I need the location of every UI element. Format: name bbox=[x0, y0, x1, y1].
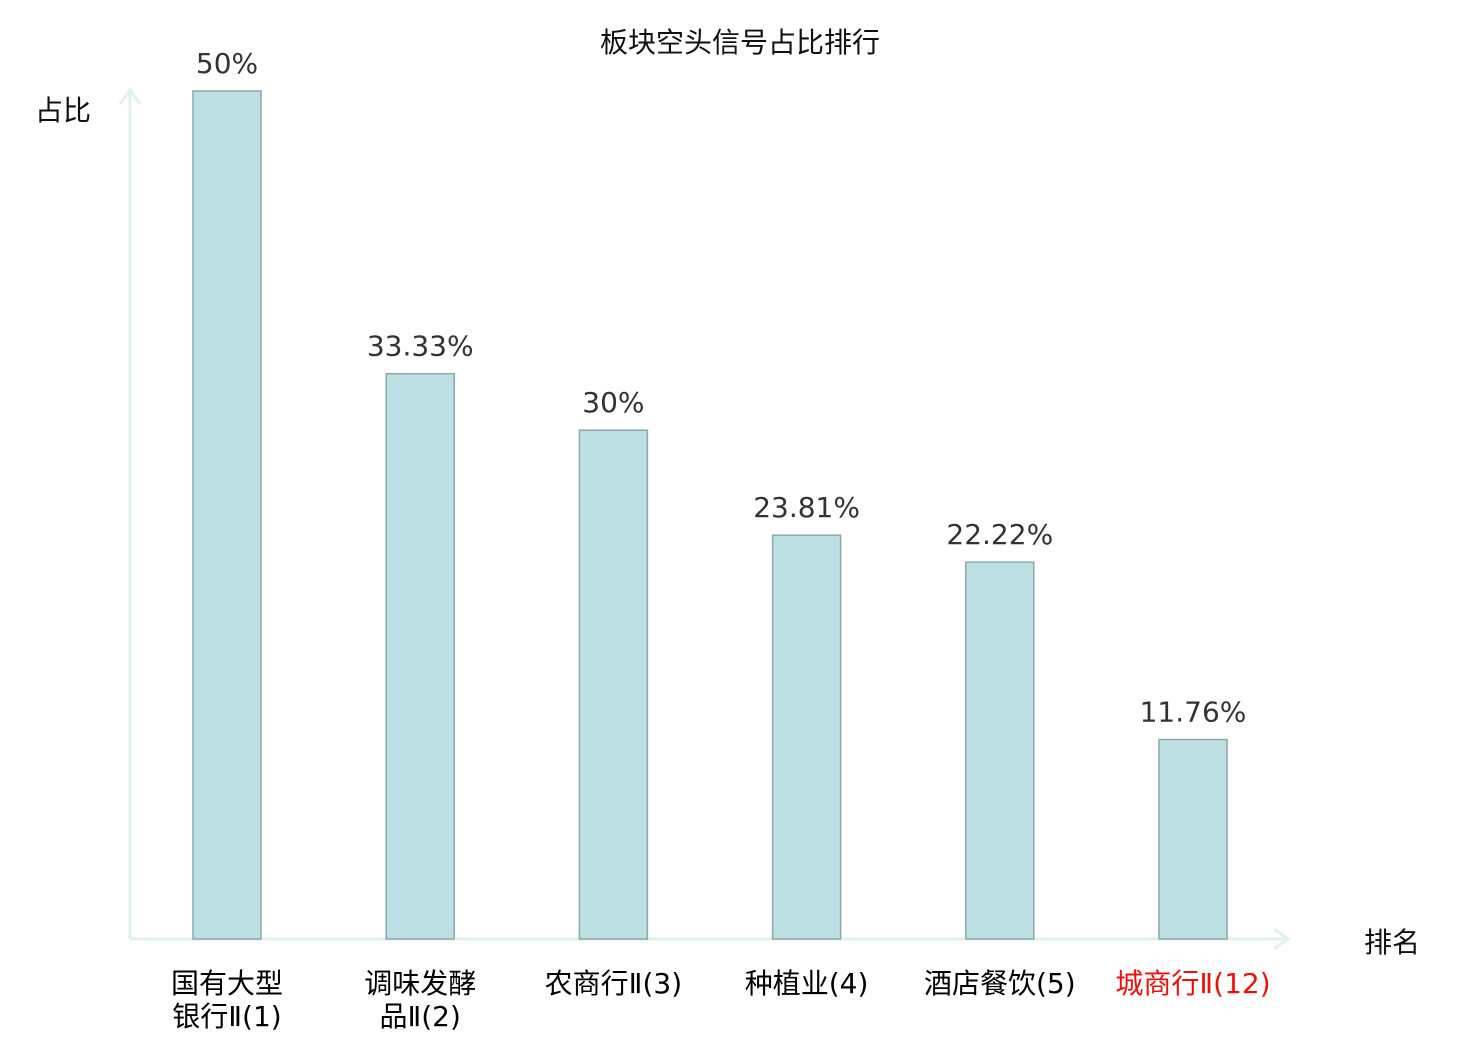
x-tick-label: 种植业(4) bbox=[745, 967, 869, 1000]
x-tick-label-line: 城商行Ⅱ(12) bbox=[1115, 967, 1270, 1000]
axes bbox=[118, 87, 1291, 951]
data-label: 30% bbox=[582, 386, 644, 419]
data-label: 33.33% bbox=[367, 330, 474, 363]
y-axis-label: 占比 bbox=[35, 94, 91, 127]
x-tick-label: 调味发酵品Ⅱ(2) bbox=[364, 967, 476, 1033]
x-tick-label: 酒店餐饮(5) bbox=[924, 967, 1076, 1000]
chart-title: 板块空头信号占比排行 bbox=[600, 26, 880, 59]
x-tick-label-line: 农商行Ⅱ(3) bbox=[545, 967, 682, 1000]
bar bbox=[1158, 738, 1228, 940]
bar bbox=[578, 429, 649, 940]
x-tick-label: 农商行Ⅱ(3) bbox=[545, 967, 682, 1000]
x-tick-label: 城商行Ⅱ(12) bbox=[1115, 967, 1270, 1000]
x-tick-label-line: 酒店餐饮(5) bbox=[924, 967, 1076, 1000]
data-label: 50% bbox=[196, 47, 258, 80]
bar bbox=[771, 534, 842, 940]
x-axis-label: 排名 bbox=[1364, 926, 1420, 959]
y-axis-arrow-icon bbox=[118, 87, 142, 105]
x-tick-label-line: 调味发酵 bbox=[364, 967, 476, 1000]
x-tick-label-line: 品Ⅱ(2) bbox=[379, 1000, 460, 1033]
x-tick-label: 国有大型银行Ⅱ(1) bbox=[171, 967, 283, 1033]
bar bbox=[385, 372, 455, 940]
data-label: 22.22% bbox=[946, 518, 1053, 551]
data-label: 23.81% bbox=[753, 491, 860, 524]
bars: 50% 国有大型银行Ⅱ(1) 33.33% 调味发酵品Ⅱ(2) 30% 农商行Ⅱ(3) 23… bbox=[171, 47, 1271, 1033]
x-tick-label-line: 国有大型 bbox=[171, 967, 283, 1000]
bar bbox=[965, 561, 1035, 940]
data-label: 11.76% bbox=[1140, 696, 1247, 729]
bar bbox=[192, 90, 262, 940]
x-tick-label-line: 种植业(4) bbox=[745, 967, 869, 1000]
x-axis-arrow-icon bbox=[1273, 927, 1291, 951]
x-tick-label-line: 银行Ⅱ(1) bbox=[172, 1000, 281, 1033]
